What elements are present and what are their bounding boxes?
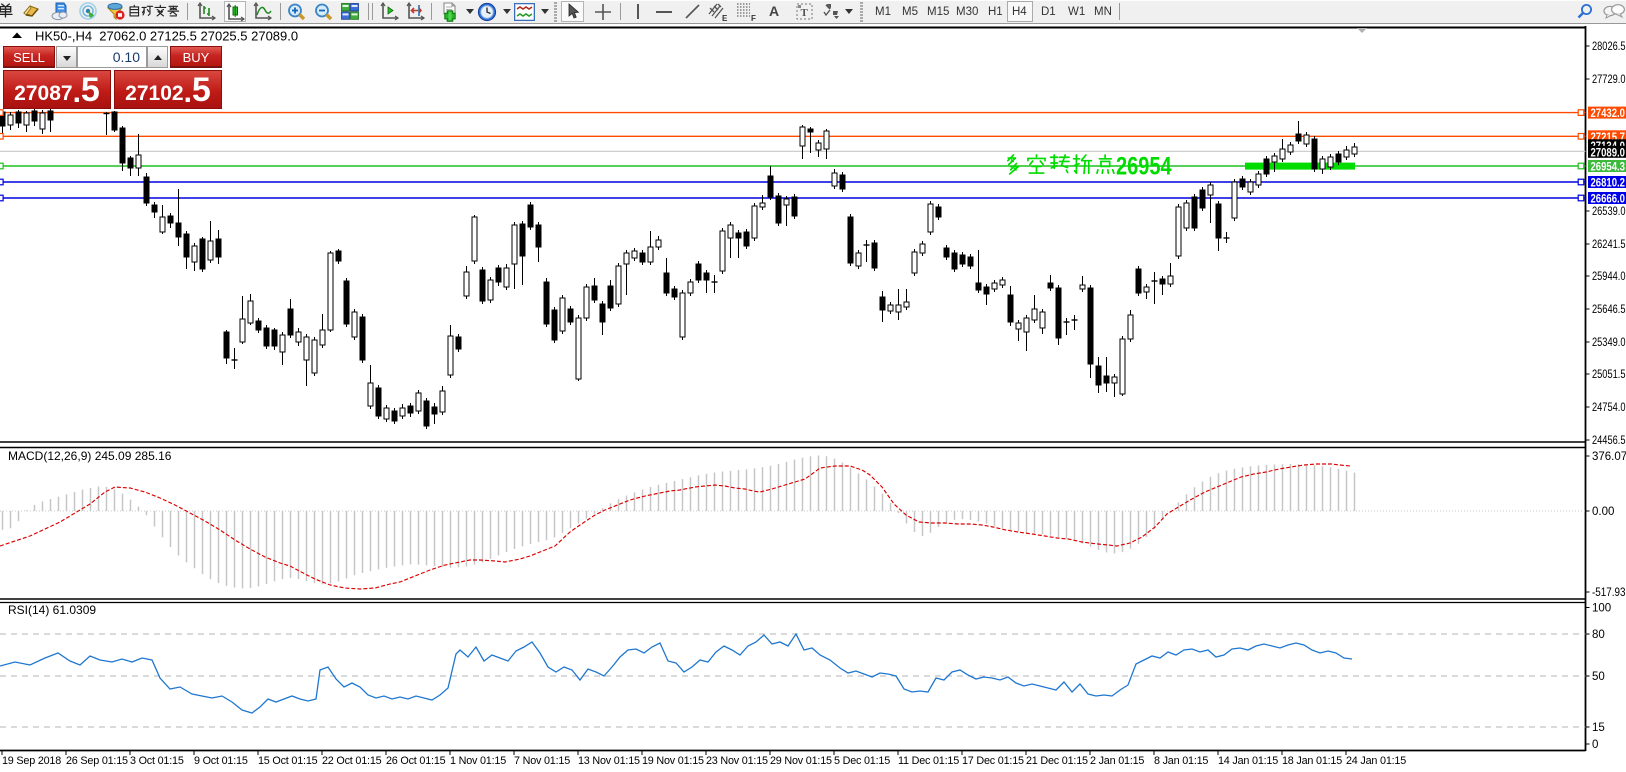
svg-text:RSI(14) 61.0309: RSI(14) 61.0309 — [8, 603, 96, 617]
svg-text:24456.5: 24456.5 — [1592, 435, 1626, 447]
svg-text:21 Dec 01:15: 21 Dec 01:15 — [1026, 755, 1088, 767]
svg-text:26954.3: 26954.3 — [1591, 160, 1626, 174]
svg-text:50: 50 — [1592, 671, 1605, 683]
svg-text:9 Oct 01:15: 9 Oct 01:15 — [194, 755, 248, 767]
svg-text:-517.93: -517.93 — [1592, 587, 1626, 599]
svg-text:24754.0: 24754.0 — [1592, 402, 1626, 414]
svg-text:23 Nov 01:15: 23 Nov 01:15 — [706, 755, 768, 767]
svg-text:8 Jan 01:15: 8 Jan 01:15 — [1154, 755, 1208, 767]
svg-text:26 Oct 01:15: 26 Oct 01:15 — [386, 755, 446, 767]
svg-text:15: 15 — [1592, 722, 1605, 734]
svg-text:26241.5: 26241.5 — [1592, 239, 1626, 251]
svg-text:100: 100 — [1592, 603, 1611, 615]
svg-text:14 Jan 01:15: 14 Jan 01:15 — [1218, 755, 1278, 767]
svg-text:13 Nov 01:15: 13 Nov 01:15 — [578, 755, 640, 767]
svg-text:27089.0: 27089.0 — [1591, 145, 1626, 159]
svg-text:3 Oct 01:15: 3 Oct 01:15 — [130, 755, 184, 767]
svg-text:0: 0 — [1592, 739, 1598, 751]
svg-text:25646.5: 25646.5 — [1592, 304, 1626, 316]
svg-text:25349.0: 25349.0 — [1592, 337, 1626, 349]
svg-text:HK50-,H4 27062.0 27125.5 2702: HK50-,H4 27062.0 27125.5 27025.5 27089.0 — [35, 29, 298, 44]
svg-text:1 Nov 01:15: 1 Nov 01:15 — [450, 755, 506, 767]
svg-text:T: T — [801, 7, 809, 19]
svg-text:29 Nov 01:15: 29 Nov 01:15 — [770, 755, 832, 767]
svg-text:15 Oct 01:15: 15 Oct 01:15 — [258, 755, 318, 767]
svg-text:24 Jan 01:15: 24 Jan 01:15 — [1346, 755, 1406, 767]
svg-text:MACD(12,26,9) 245.09 285.16: MACD(12,26,9) 245.09 285.16 — [8, 449, 172, 463]
svg-text:376.07: 376.07 — [1592, 451, 1626, 463]
svg-text:27432.0: 27432.0 — [1591, 106, 1626, 120]
svg-text:28026.5: 28026.5 — [1592, 41, 1626, 53]
svg-text:25051.5: 25051.5 — [1592, 369, 1626, 381]
svg-text:22 Oct 01:15: 22 Oct 01:15 — [322, 755, 382, 767]
svg-text:25944.0: 25944.0 — [1592, 271, 1626, 283]
svg-text:11 Dec 01:15: 11 Dec 01:15 — [898, 755, 959, 767]
svg-text:26810.2: 26810.2 — [1591, 176, 1626, 190]
svg-text:2 Jan 01:15: 2 Jan 01:15 — [1090, 755, 1144, 767]
svg-text:80: 80 — [1592, 629, 1605, 641]
svg-text:26954: 26954 — [1116, 152, 1172, 180]
svg-text:7 Nov 01:15: 7 Nov 01:15 — [514, 755, 570, 767]
svg-text:26 Sep 01:15: 26 Sep 01:15 — [66, 755, 128, 767]
svg-text:19 Nov 01:15: 19 Nov 01:15 — [642, 755, 704, 767]
svg-text:27729.0: 27729.0 — [1592, 74, 1626, 86]
svg-text:26539.0: 26539.0 — [1592, 206, 1626, 218]
svg-text:19 Sep 2018: 19 Sep 2018 — [2, 755, 61, 767]
svg-text:17 Dec 01:15: 17 Dec 01:15 — [962, 755, 1024, 767]
svg-text:0.00: 0.00 — [1592, 506, 1614, 518]
svg-text:5 Dec 01:15: 5 Dec 01:15 — [834, 755, 890, 767]
svg-text:18 Jan 01:15: 18 Jan 01:15 — [1282, 755, 1342, 767]
svg-text:26666.0: 26666.0 — [1591, 192, 1626, 206]
svg-text:F: F — [751, 14, 756, 22]
svg-text:E: E — [722, 14, 728, 22]
